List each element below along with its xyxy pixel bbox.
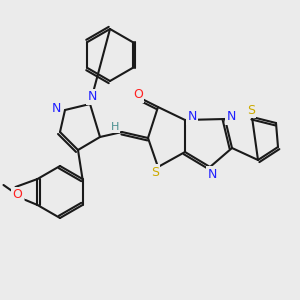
Text: O: O [13, 188, 22, 202]
Text: O: O [133, 88, 143, 101]
Text: N: N [207, 167, 217, 181]
Text: H: H [111, 122, 119, 132]
Text: N: N [226, 110, 236, 124]
Text: N: N [87, 91, 97, 103]
Text: N: N [187, 110, 197, 124]
Text: S: S [247, 103, 255, 116]
Text: N: N [51, 101, 61, 115]
Text: S: S [151, 166, 159, 178]
